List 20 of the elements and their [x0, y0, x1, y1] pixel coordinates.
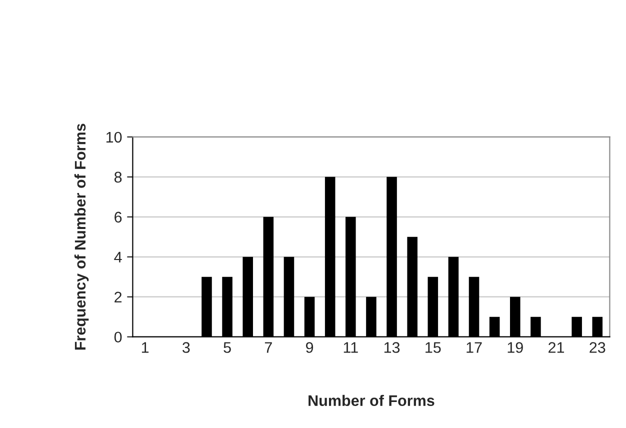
y-tick-label: 2	[114, 292, 122, 302]
y-tick-label: 6	[114, 212, 122, 223]
x-tick-label: 13	[384, 342, 400, 353]
y-axis-title: Frequency of Number of Forms	[74, 124, 89, 350]
x-tick-label: 17	[466, 342, 482, 353]
y-tick-label: 8	[114, 172, 122, 183]
x-tick-label: 1	[142, 342, 149, 353]
x-tick-label: 7	[264, 342, 272, 353]
x-tick-label: 5	[224, 342, 231, 353]
x-tick-label: 11	[344, 342, 358, 353]
x-tick-label: 3	[182, 342, 190, 353]
x-tick-label: 15	[426, 342, 441, 353]
y-tick-label: 10	[106, 132, 122, 143]
y-tick-label: 0	[114, 332, 122, 343]
y-tick-label: 4	[114, 252, 122, 262]
x-tick-label: 9	[306, 342, 314, 353]
x-tick-label: 23	[590, 342, 606, 353]
x-axis-title: Number of Forms	[308, 394, 434, 406]
x-tick-label: 19	[508, 342, 523, 353]
x-tick-label: 21	[548, 342, 564, 353]
